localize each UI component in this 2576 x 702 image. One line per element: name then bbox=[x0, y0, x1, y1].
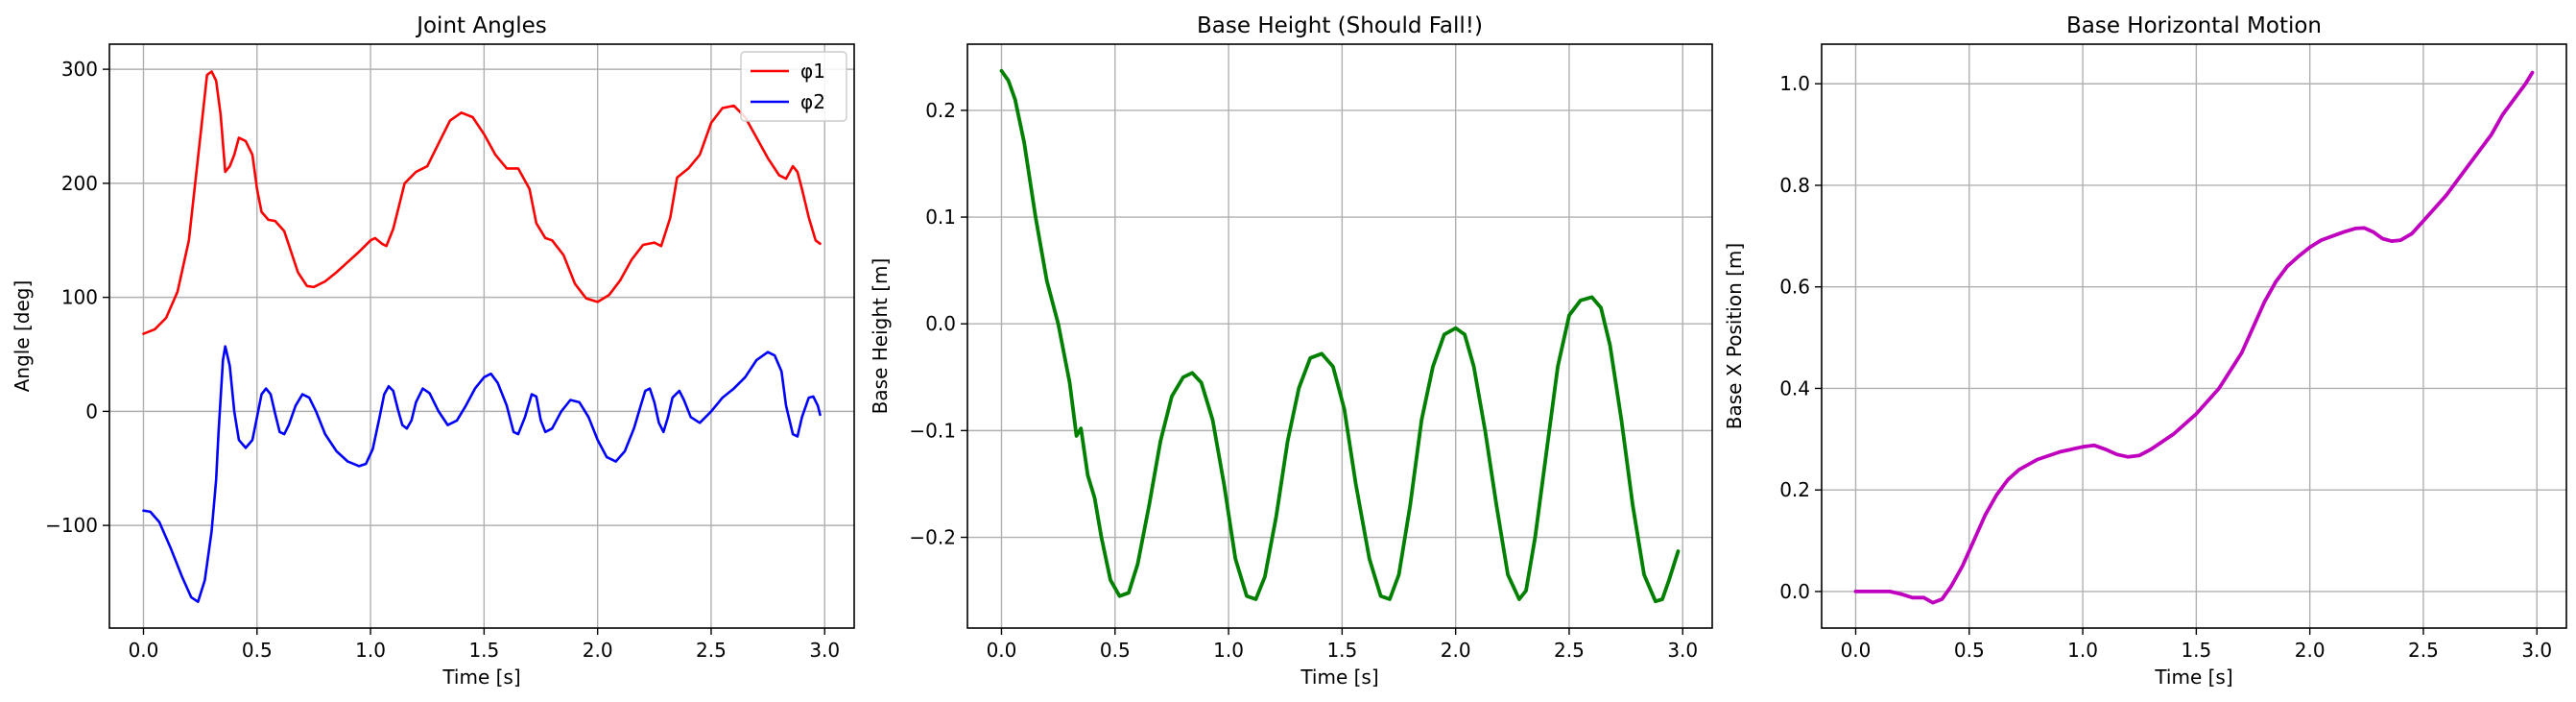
y-axis-label: Base X Position [m] bbox=[1723, 243, 1746, 429]
joint-angles-series-line-1 bbox=[142, 70, 822, 335]
x-tick-label-1-5: 1.5 bbox=[468, 639, 499, 662]
axes-frame bbox=[1821, 43, 2567, 629]
chart-title: Base Horizontal Motion bbox=[2066, 13, 2322, 38]
legend-label-2: φ2 bbox=[800, 90, 825, 113]
x-tick-label-2-0: 2.0 bbox=[2295, 639, 2326, 662]
axes-frame bbox=[108, 43, 855, 629]
y-tick-label-1-0: 1.0 bbox=[1779, 72, 1810, 95]
chart-title: Base Height (Should Fall!) bbox=[1197, 13, 1483, 38]
x-tick-label-1-5: 1.5 bbox=[2181, 639, 2211, 662]
x-tick-label-3-0: 3.0 bbox=[1667, 639, 1698, 662]
x-tick-label-3-0: 3.0 bbox=[2521, 639, 2552, 662]
x-axis-label: Time [s] bbox=[2154, 666, 2232, 689]
base-height-series-line bbox=[999, 68, 1681, 604]
joint-angles-series-line-2 bbox=[142, 345, 822, 603]
y-tick-label-0-0: 0.0 bbox=[925, 312, 956, 335]
y-tick-label-0-2: 0.2 bbox=[925, 99, 956, 122]
x-tick-label-2-0: 2.0 bbox=[583, 639, 613, 662]
x-axis-label: Time [s] bbox=[441, 666, 520, 689]
y-tick-label-200: 200 bbox=[61, 172, 98, 195]
x-tick-label-0-0: 0.0 bbox=[987, 639, 1017, 662]
y-tick-label-0-8: 0.8 bbox=[1779, 174, 1810, 197]
y-tick-label-0-6: 0.6 bbox=[1779, 276, 1810, 299]
y-axis-label: Base Height [m] bbox=[869, 258, 892, 415]
x-tick-label-1-0: 1.0 bbox=[355, 639, 386, 662]
y-tick-label-0-2: −0.2 bbox=[909, 526, 956, 549]
joint-angles-panel: 0.0 0.5 1.0 1.5 2.0 2.5 3.0 −100 0 100 200 300 Joint… bbox=[11, 13, 855, 689]
y-tick-label-100: −100 bbox=[45, 514, 98, 537]
base-height-panel: 0.0 0.5 1.0 1.5 2.0 2.5 3.0 −0.2 −0.1 0.0 0.1 0.2 Ba… bbox=[869, 13, 1713, 689]
x-tick-label-0-5: 0.5 bbox=[1954, 639, 1985, 662]
y-tick-label-100: 100 bbox=[61, 286, 98, 309]
axes-frame bbox=[966, 43, 1713, 629]
y-axis-label: Angle [deg] bbox=[11, 280, 34, 393]
x-tick-label-2-0: 2.0 bbox=[1441, 639, 1471, 662]
x-tick-label-2-5: 2.5 bbox=[2408, 639, 2439, 662]
x-axis-label: Time [s] bbox=[1300, 666, 1378, 689]
x-tick-label-1-0: 1.0 bbox=[2067, 639, 2098, 662]
x-tick-label-0-5: 0.5 bbox=[1100, 639, 1131, 662]
x-tick-label-0-0: 0.0 bbox=[129, 639, 159, 662]
chart-title: Joint Angles bbox=[415, 13, 547, 38]
y-tick-label-0-2: 0.2 bbox=[1779, 478, 1810, 501]
base-x-position-series-line bbox=[1853, 70, 2535, 605]
y-tick-label-0: 0 bbox=[85, 399, 98, 423]
legend-label-1: φ1 bbox=[800, 60, 825, 83]
y-tick-label-0-1: −0.1 bbox=[909, 419, 956, 442]
y-tick-label-0-4: 0.4 bbox=[1779, 376, 1810, 399]
x-tick-label-1-0: 1.0 bbox=[1213, 639, 1244, 662]
x-tick-label-1-5: 1.5 bbox=[1326, 639, 1357, 662]
y-tick-label-0-0: 0.0 bbox=[1779, 580, 1810, 603]
x-tick-label-3-0: 3.0 bbox=[809, 639, 840, 662]
x-tick-label-2-5: 2.5 bbox=[696, 639, 727, 662]
legend-box bbox=[740, 51, 847, 122]
y-tick-label-0-1: 0.1 bbox=[925, 206, 956, 229]
y-tick-label-300: 300 bbox=[61, 58, 98, 81]
base-horizontal-motion-panel: 0.0 0.5 1.0 1.5 2.0 2.5 3.0 0.0 0.2 0.4 0.6 0.8 1.0 B… bbox=[1723, 13, 2567, 689]
x-tick-label-0-5: 0.5 bbox=[242, 639, 273, 662]
x-tick-label-2-5: 2.5 bbox=[1554, 639, 1585, 662]
x-tick-label-0-0: 0.0 bbox=[1841, 639, 1872, 662]
